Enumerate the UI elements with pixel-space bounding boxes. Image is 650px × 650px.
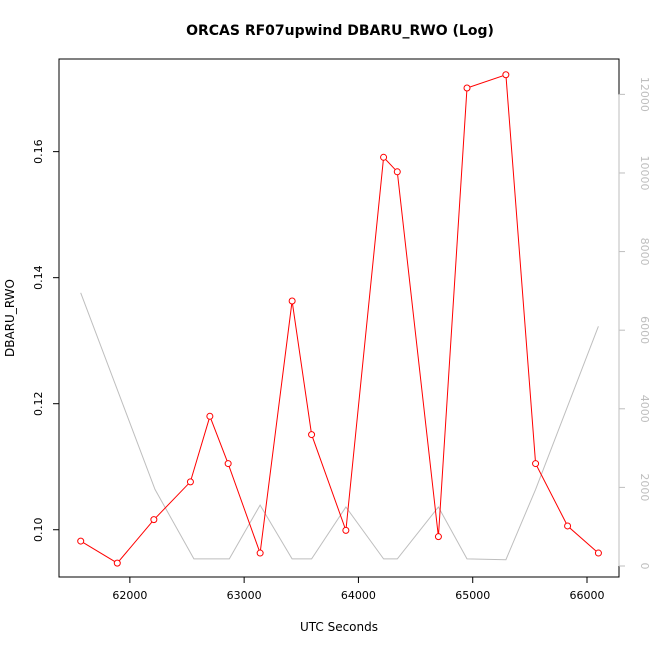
data-point — [502, 71, 510, 79]
data-point — [113, 559, 121, 567]
y-tick-label: 0.10 — [32, 517, 45, 542]
x-axis-label: UTC Seconds — [300, 620, 378, 634]
data-point — [288, 297, 296, 305]
data-point — [463, 84, 471, 92]
data-point — [186, 478, 194, 486]
data-point — [594, 549, 602, 557]
y-axis-right: 0 2000 4000 6000 8000 10000 12000 — [618, 77, 650, 569]
chart-title: ORCAS RF07upwind DBARU_RWO (Log) — [186, 23, 494, 39]
data-point — [256, 549, 264, 557]
x-tick-label: 64000 — [341, 589, 376, 602]
data-point — [77, 537, 85, 545]
y-axis-label: DBARU_RWO — [3, 279, 17, 357]
x-tick-label: 63000 — [227, 589, 262, 602]
data-point — [224, 460, 232, 468]
y-tick-label: 0.14 — [32, 265, 45, 290]
data-point — [393, 168, 401, 176]
y2-tick-label: 10000 — [638, 155, 650, 190]
x-tick-label: 65000 — [455, 589, 490, 602]
data-point — [564, 522, 572, 530]
data-point — [342, 526, 350, 534]
y2-tick-label: 12000 — [638, 77, 650, 112]
y2-tick-label: 8000 — [638, 238, 650, 266]
y-axis-left: 0.10 0.12 0.14 0.16 — [32, 139, 59, 542]
secondary-series-line — [80, 292, 599, 561]
data-point — [434, 533, 442, 541]
series-layer — [77, 71, 602, 567]
y2-tick-label: 2000 — [638, 473, 650, 501]
primary-series-line — [80, 74, 599, 564]
y-tick-label: 0.12 — [32, 391, 45, 416]
y2-tick-label: 0 — [638, 562, 650, 569]
x-tick-label: 62000 — [112, 589, 147, 602]
data-point — [532, 460, 540, 468]
x-axis: 62000 63000 64000 65000 66000 — [112, 577, 605, 602]
data-point — [380, 153, 388, 161]
data-point — [308, 431, 316, 439]
y2-tick-label: 6000 — [638, 316, 650, 344]
data-point — [150, 516, 158, 524]
x-tick-label: 66000 — [570, 589, 605, 602]
data-point — [206, 412, 214, 420]
y2-tick-label: 4000 — [638, 395, 650, 423]
y-tick-label: 0.16 — [32, 139, 45, 164]
